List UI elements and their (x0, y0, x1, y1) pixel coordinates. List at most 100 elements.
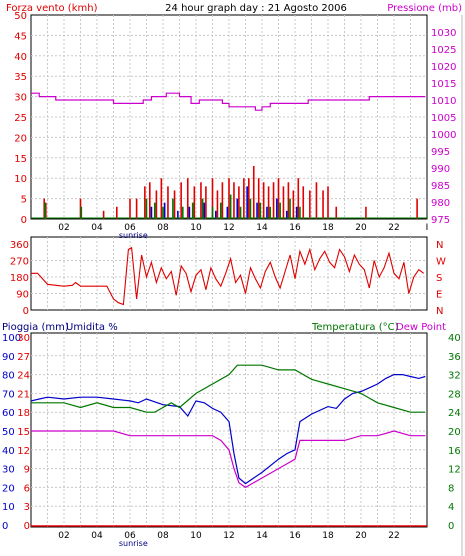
humidity-tick-label: 90 (2, 352, 15, 363)
x-tick-label: 02 (58, 531, 69, 541)
wind-speed-bar (238, 186, 240, 219)
compass-label: N (436, 240, 443, 251)
wind-speed-bar (252, 165, 255, 219)
wind-gust-bar (219, 202, 222, 219)
x-tick-label: 22 (388, 223, 399, 233)
wind-gust-bar (269, 206, 272, 219)
pressure-tick-label: 995 (431, 147, 450, 158)
wind-gust-bar (145, 198, 148, 219)
wind-tick-label: 5 (21, 195, 27, 206)
x-tick-label: 18 (322, 223, 334, 233)
wind-gust-bar (229, 194, 232, 219)
wind-avg-bar (266, 206, 268, 219)
wind-speed-bar (272, 182, 275, 219)
wind-speed-bar (221, 182, 224, 219)
wind-speed-bar (149, 182, 151, 219)
wind-speed-bar (297, 178, 300, 219)
direction-tick-label: 360 (10, 240, 29, 251)
wind-speed-bar (365, 206, 367, 219)
humidity-tick-label: 80 (2, 371, 15, 382)
chart-series (30, 92, 427, 527)
pressure-tick-label: 980 (431, 198, 450, 209)
rain-tick-label: 18 (17, 408, 30, 419)
dewpoint-line (31, 430, 426, 489)
wind-gust-bar (80, 206, 83, 219)
direction-tick-label: 270 (10, 257, 29, 268)
wind-speed-bar (135, 198, 138, 219)
wind-gust-bar (201, 198, 204, 219)
wind-gust-bar (162, 206, 164, 219)
temperature-tick-label: 8 (448, 483, 454, 494)
x-tick-label: 06 (124, 223, 136, 233)
wind-speed-bar (228, 178, 230, 219)
wind-tick-label: 0 (21, 215, 27, 226)
wind-speed-bar (267, 186, 270, 219)
humidity-axis-label: Umidita % (66, 322, 118, 333)
humidity-tick-label: 100 (2, 333, 21, 344)
temperature-axis-label: Temperatura (°C) (311, 322, 399, 333)
wind-speed-bar (129, 198, 131, 219)
wind-direction-line (31, 246, 425, 306)
temperature-tick-label: 24 (448, 408, 461, 419)
compass-label: E (436, 290, 442, 301)
wind-gust-bar (44, 202, 46, 219)
humidity-line (30, 374, 426, 485)
wind-avg-bar (188, 206, 191, 219)
wind-gust-bar (259, 202, 262, 219)
x-tick-label: 10 (190, 531, 202, 541)
rain-tick-label: 24 (17, 371, 30, 382)
humidity-tick-label: 30 (2, 465, 15, 476)
wind-speed-bar (309, 190, 311, 219)
rain-tick-label: 0 (24, 521, 30, 532)
wind-gust-bar (182, 206, 184, 219)
x-tick-label: 06 (124, 531, 136, 541)
wind-speed-bar (205, 186, 207, 219)
wind-speed-bar (257, 178, 260, 219)
wind-avg-bar (150, 206, 153, 219)
wind-avg-bar (215, 210, 217, 219)
wind-avg-bar (256, 202, 258, 219)
pressure-line (31, 92, 426, 111)
wind-speed-bar (180, 182, 182, 219)
wind-speed-bar (416, 198, 418, 219)
wind-gust-bar (249, 198, 252, 219)
wind-speed-bar (216, 190, 219, 219)
pressure-tick-label: 1025 (431, 45, 456, 56)
compass-label: N (436, 306, 443, 317)
temperature-tick-label: 0 (448, 521, 454, 532)
pressure-tick-label: 1000 (431, 130, 456, 141)
wind-avg-bar (285, 210, 288, 219)
rain-tick-label: 21 (17, 389, 30, 400)
x-tick-label: 22 (388, 531, 399, 541)
x-tick-label: 04 (91, 531, 103, 541)
rain-tick-label: 3 (24, 502, 30, 513)
pressure-tick-label: 1030 (431, 28, 456, 39)
wind-speed-bar (211, 178, 214, 219)
wind-speed-bar (233, 182, 235, 219)
wind-avg-bar (177, 210, 179, 219)
humidity-tick-label: 0 (2, 521, 8, 532)
wind-avg-bar (295, 206, 298, 219)
x-tick-label: 08 (157, 223, 169, 233)
wind-speed-bar (79, 198, 82, 219)
wind-tick-label: 40 (14, 52, 27, 63)
wind-speed-bar (45, 202, 47, 219)
wind-speed-bar (155, 190, 158, 219)
temperature-tick-label: 32 (448, 371, 461, 382)
wind-avg-bar (246, 186, 248, 219)
rain-tick-label: 6 (24, 483, 30, 494)
x-tick-label: 04 (91, 223, 103, 233)
pressure-tick-label: 990 (431, 164, 450, 175)
wind-gust-bar (239, 206, 242, 219)
x-tick-label: 20 (355, 223, 367, 233)
wind-tick-label: 45 (14, 31, 27, 42)
wind-gust-bar (211, 206, 214, 219)
temperature-tick-label: 12 (448, 465, 461, 476)
header-right-label: Pressione (mb) (387, 3, 462, 14)
wind-gust-bar (279, 202, 281, 219)
wind-speed-bar (173, 190, 176, 219)
wind-speed-bar (335, 206, 338, 219)
header-title: 24 hour graph day : 21 Agosto 2006 (165, 3, 347, 14)
wind-speed-bar (292, 190, 295, 219)
